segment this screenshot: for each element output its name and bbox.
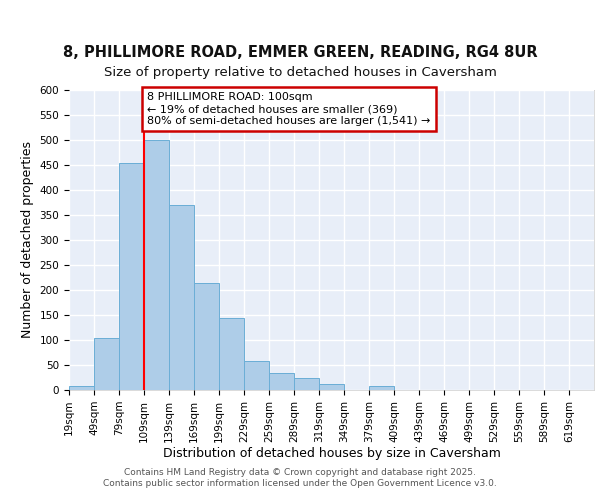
Bar (169, 205, 194, 390)
Bar (319, 384, 344, 390)
Bar (119, 162, 144, 390)
Bar (319, 384, 344, 390)
X-axis label: Distribution of detached houses by size in Caversham: Distribution of detached houses by size … (163, 448, 500, 460)
Text: Size of property relative to detached houses in Caversham: Size of property relative to detached ho… (104, 66, 496, 79)
Bar (219, 318, 244, 390)
Bar (169, 205, 194, 390)
Bar (69, 386, 94, 390)
Bar (194, 282, 219, 390)
Bar (369, 386, 394, 390)
Text: 8 PHILLIMORE ROAD: 100sqm
← 19% of detached houses are smaller (369)
80% of semi: 8 PHILLIMORE ROAD: 100sqm ← 19% of detac… (148, 92, 431, 126)
Bar (194, 282, 219, 390)
Bar (269, 372, 294, 390)
Bar (94, 338, 119, 390)
Bar (294, 378, 319, 390)
Text: 8, PHILLIMORE ROAD, EMMER GREEN, READING, RG4 8UR: 8, PHILLIMORE ROAD, EMMER GREEN, READING… (62, 45, 538, 60)
Bar (244, 361, 269, 390)
Bar (294, 378, 319, 390)
Bar (269, 372, 294, 390)
Bar (94, 338, 119, 390)
Bar (244, 361, 269, 390)
Y-axis label: Number of detached properties: Number of detached properties (21, 142, 34, 338)
Bar (219, 318, 244, 390)
Bar (69, 386, 94, 390)
Bar (144, 140, 169, 390)
Bar (369, 386, 394, 390)
Text: Contains HM Land Registry data © Crown copyright and database right 2025.
Contai: Contains HM Land Registry data © Crown c… (103, 468, 497, 487)
Bar (144, 140, 169, 390)
Bar (119, 162, 144, 390)
